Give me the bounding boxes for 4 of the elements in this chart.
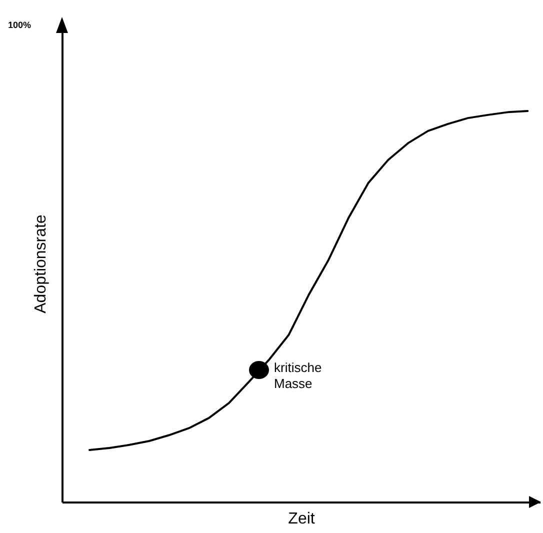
annotation: kritische Masse bbox=[274, 360, 322, 392]
y-axis-title: Adoptionsrate bbox=[32, 214, 50, 314]
text: 100% bbox=[8, 20, 32, 30]
x-axis-title: Zeit bbox=[288, 510, 316, 528]
